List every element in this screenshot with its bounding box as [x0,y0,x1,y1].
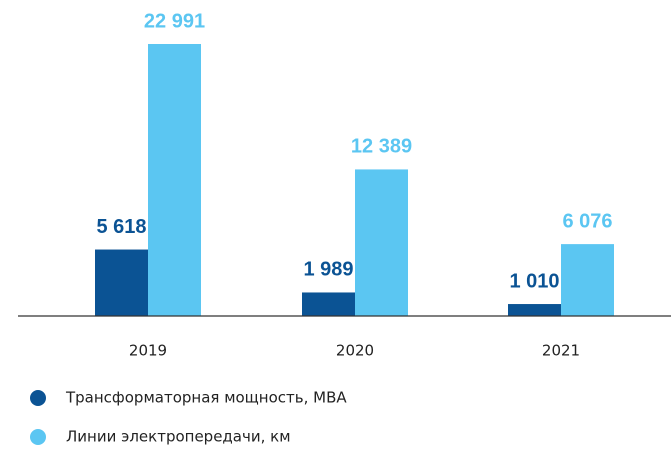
bar [148,44,201,316]
bar [95,249,148,316]
bar [302,292,355,316]
legend-label: Трансформаторная мощность, МВА [65,389,347,407]
x-tick-label: 2021 [542,342,580,360]
value-label: 12 389 [351,136,412,158]
x-tick-label: 2019 [129,342,167,360]
bar [355,169,408,316]
bar [561,244,614,316]
value-label: 6 076 [562,210,612,232]
value-label: 1 010 [509,270,559,292]
bar [508,304,561,316]
value-label: 5 618 [96,216,146,238]
x-tick-label: 2020 [336,342,374,360]
value-label: 22 991 [144,10,205,32]
value-label: 1 989 [303,259,353,281]
legend-marker [30,390,46,406]
legend-marker [30,429,46,445]
legend-label: Линии электропередачи, км [66,428,291,446]
